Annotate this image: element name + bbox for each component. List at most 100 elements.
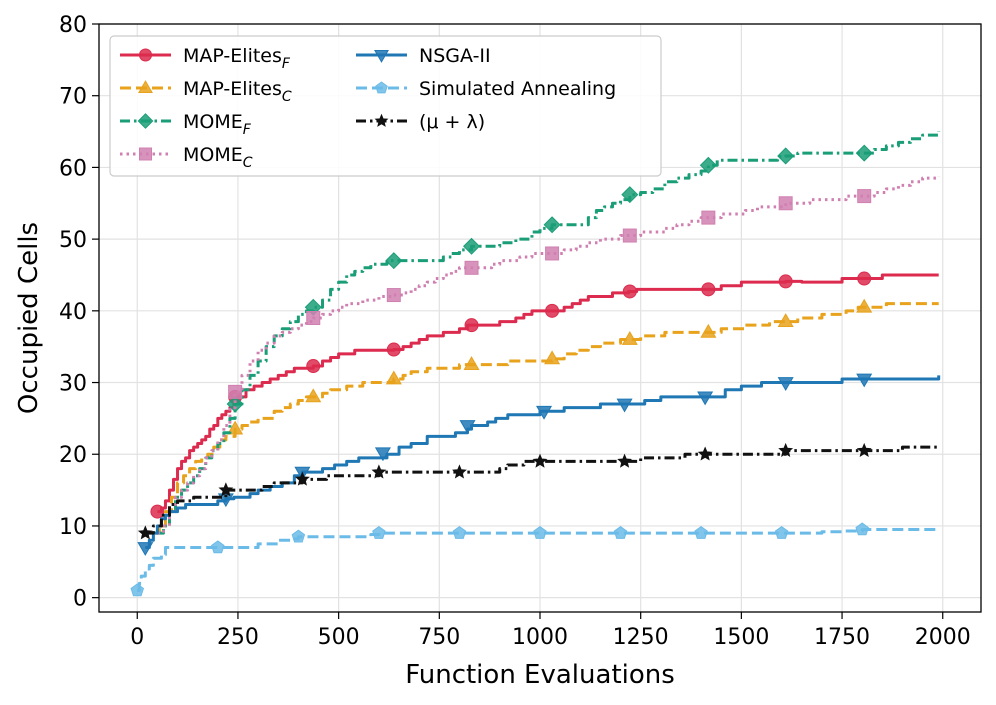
series-3 <box>157 131 941 535</box>
series-marker <box>622 284 637 299</box>
series-marker <box>857 189 872 204</box>
x-axis-label: Function Evaluations <box>405 660 675 690</box>
legend-label-subscript: C <box>282 89 292 105</box>
series-marker <box>857 271 872 286</box>
legend-marker <box>374 50 389 63</box>
series-marker <box>701 282 716 297</box>
series-marker <box>372 526 386 539</box>
series-marker <box>613 526 628 539</box>
legend-label: Simulated Annealing <box>419 78 616 100</box>
series-line <box>157 131 941 535</box>
series-5 <box>137 373 941 556</box>
y-tick-label: 20 <box>59 443 87 468</box>
series-6 <box>130 522 939 597</box>
series-marker <box>774 526 789 539</box>
series-marker <box>856 298 873 313</box>
series-marker <box>700 323 717 338</box>
series-marker <box>701 210 716 225</box>
y-tick-label: 40 <box>59 300 87 325</box>
x-tick-label: 1000 <box>512 625 568 650</box>
series-marker <box>544 350 561 365</box>
y-tick-label: 50 <box>59 228 87 253</box>
y-tick-label: 30 <box>59 372 87 397</box>
y-tick-label: 60 <box>59 156 87 181</box>
legend-label-subscript: F <box>282 56 291 72</box>
series-line <box>153 302 939 535</box>
series-marker <box>855 144 873 162</box>
series-marker <box>697 446 713 461</box>
series-marker <box>137 542 154 556</box>
series-marker <box>227 420 244 435</box>
series-marker <box>778 196 793 211</box>
x-tick-label: 1500 <box>713 625 769 650</box>
series-marker <box>617 453 632 468</box>
series-marker <box>855 522 869 536</box>
series-marker <box>386 342 401 357</box>
series-marker <box>371 464 387 479</box>
y-tick-label: 70 <box>59 85 87 110</box>
series-marker <box>294 471 310 486</box>
series-marker <box>543 216 561 234</box>
series-7 <box>137 442 939 540</box>
series-marker <box>374 447 391 462</box>
legend-marker <box>375 81 388 94</box>
y-tick-label: 0 <box>73 587 87 612</box>
series-marker <box>386 288 401 303</box>
legend-entry: NSGA-II <box>356 45 491 67</box>
legend-marker <box>138 80 153 93</box>
series-marker <box>545 246 560 261</box>
legend-label: NSGA-II <box>419 45 491 67</box>
series-marker <box>305 388 322 403</box>
series-marker <box>778 274 793 289</box>
series-marker <box>622 228 637 243</box>
series-line <box>157 176 941 535</box>
legend-box <box>109 35 662 177</box>
legend-marker <box>139 48 152 62</box>
series-marker <box>226 395 244 413</box>
x-tick-label: 2000 <box>915 625 971 650</box>
series-marker <box>856 373 873 388</box>
y-tick-label: 80 <box>59 13 87 38</box>
ticks: 0 250 500 750 1000 1250 1500 1750 2000 0 10 20 30 40 5… <box>59 13 971 650</box>
series-marker <box>218 482 234 497</box>
series-marker <box>385 252 403 270</box>
series-marker <box>464 318 479 333</box>
series-marker <box>228 384 243 399</box>
legend-label-subscript: F <box>243 122 252 138</box>
series-marker <box>778 442 794 457</box>
legend-entry: (μ + λ) <box>356 111 485 133</box>
series-marker <box>694 526 708 539</box>
series-marker <box>699 156 717 174</box>
series-marker <box>777 313 794 327</box>
series-marker <box>211 540 225 554</box>
series-marker <box>536 405 553 420</box>
series-marker <box>533 526 547 539</box>
series-marker <box>452 464 467 479</box>
series-2 <box>153 298 939 535</box>
series-marker <box>777 377 794 392</box>
legend-marker <box>137 113 154 129</box>
x-tick-label: 250 <box>217 625 259 650</box>
series-marker <box>217 493 234 508</box>
series-4 <box>157 176 941 535</box>
series-marker <box>463 237 481 255</box>
x-tick-label: 750 <box>418 625 460 650</box>
series-marker <box>150 504 165 519</box>
series-marker <box>621 331 638 345</box>
series-marker <box>532 453 548 468</box>
x-tick-label: 500 <box>318 625 360 650</box>
series-marker <box>464 260 479 275</box>
series-marker <box>137 525 153 540</box>
x-tick-label: 1750 <box>814 625 870 650</box>
legend-entry: Simulated Annealing <box>356 78 616 100</box>
legend-marker <box>374 113 389 127</box>
series-marker <box>777 147 795 165</box>
series-marker <box>459 420 476 435</box>
series-marker <box>616 398 633 413</box>
y-tick-label: 10 <box>59 515 87 540</box>
legend-label: (μ + λ) <box>419 111 485 133</box>
series-marker <box>452 526 467 539</box>
x-tick-label: 1250 <box>613 625 669 650</box>
series-marker <box>385 370 402 385</box>
